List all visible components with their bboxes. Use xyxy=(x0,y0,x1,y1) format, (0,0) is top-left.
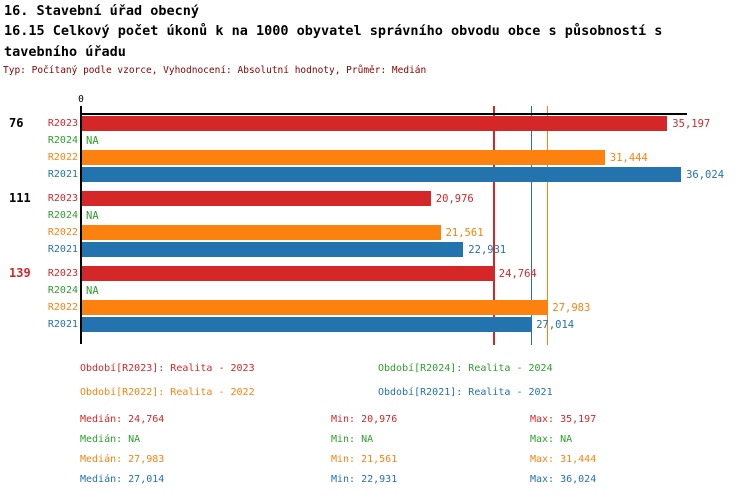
series-label-r2024: R2024 xyxy=(47,285,78,296)
stat-min-r2024: Min: NA xyxy=(331,434,374,445)
series-label-r2023: R2023 xyxy=(47,268,78,279)
group-label-111: 111 xyxy=(9,191,31,205)
group-label-139: 139 xyxy=(9,266,31,280)
series-label-r2021: R2021 xyxy=(47,244,78,255)
series-label-r2022: R2022 xyxy=(47,152,78,163)
stat-min-r2021: Min: 22,931 xyxy=(331,474,398,485)
median-line-r2023 xyxy=(493,106,495,345)
value-label-r2022: 27,983 xyxy=(552,302,591,314)
series-label-r2024: R2024 xyxy=(47,210,78,221)
legend-item-r2024: Období[R2024]: Realita - 2024 xyxy=(378,363,553,374)
series-label-r2021: R2021 xyxy=(47,169,78,180)
stat-max-r2023: Max: 35,197 xyxy=(530,414,597,425)
median-line-r2021 xyxy=(530,106,532,345)
na-label-r2024: NA xyxy=(86,135,99,147)
bar-r2021 xyxy=(82,167,682,182)
stat-median-r2022: Medián: 27,983 xyxy=(80,454,165,465)
series-label-r2022: R2022 xyxy=(47,302,78,313)
value-label-r2021: 27,014 xyxy=(536,319,575,331)
page-title: 16. Stavební úřad obecný xyxy=(4,3,200,19)
na-label-r2024: NA xyxy=(86,285,99,297)
series-label-r2022: R2022 xyxy=(47,227,78,238)
group-label-76: 76 xyxy=(9,116,24,130)
y-axis-line xyxy=(80,106,82,344)
value-label-r2023: 35,197 xyxy=(672,118,711,130)
value-label-r2022: 31,444 xyxy=(609,152,648,164)
stat-min-r2023: Min: 20,976 xyxy=(331,414,398,425)
series-label-r2023: R2023 xyxy=(47,193,78,204)
x-tick-0: 0 xyxy=(78,94,84,105)
bar-r2023 xyxy=(82,116,668,131)
page-meta: Typ: Počítaný podle vzorce, Vyhodnocení:… xyxy=(3,65,427,76)
series-label-r2021: R2021 xyxy=(47,319,78,330)
stat-max-r2021: Max: 36,024 xyxy=(530,474,597,485)
page-subtitle-line2: tavebního úřadu xyxy=(4,44,126,60)
value-label-r2023: 20,976 xyxy=(435,193,474,205)
x-axis-line xyxy=(81,113,687,115)
legend-item-r2022: Období[R2022]: Realita - 2022 xyxy=(80,387,255,398)
value-label-r2021: 22,931 xyxy=(468,244,507,256)
legend-item-r2023: Období[R2023]: Realita - 2023 xyxy=(80,363,255,374)
bar-r2022 xyxy=(82,150,605,165)
legend-item-r2021: Období[R2021]: Realita - 2021 xyxy=(378,387,553,398)
bar-r2022 xyxy=(82,225,441,240)
bar-r2021 xyxy=(82,242,464,257)
value-label-r2022: 21,561 xyxy=(445,227,484,239)
stat-max-r2024: Max: NA xyxy=(530,434,573,445)
stat-min-r2022: Min: 21,561 xyxy=(331,454,398,465)
bar-r2023 xyxy=(82,266,494,281)
page-subtitle-line1: 16.15 Celkový počet úkonů k na 1000 obyv… xyxy=(4,23,663,39)
bar-r2022 xyxy=(82,300,548,315)
bar-r2021 xyxy=(82,317,532,332)
median-line-r2022 xyxy=(546,106,549,345)
series-label-r2023: R2023 xyxy=(47,118,78,129)
stat-median-r2024: Medián: NA xyxy=(80,434,141,445)
na-label-r2024: NA xyxy=(86,210,99,222)
stat-median-r2021: Medián: 27,014 xyxy=(80,474,165,485)
stat-median-r2023: Medián: 24,764 xyxy=(80,414,165,425)
value-label-r2023: 24,764 xyxy=(498,268,537,280)
bar-r2023 xyxy=(82,191,431,206)
series-label-r2024: R2024 xyxy=(47,135,78,146)
value-label-r2021: 36,024 xyxy=(686,169,725,181)
stat-max-r2022: Max: 31,444 xyxy=(530,454,597,465)
